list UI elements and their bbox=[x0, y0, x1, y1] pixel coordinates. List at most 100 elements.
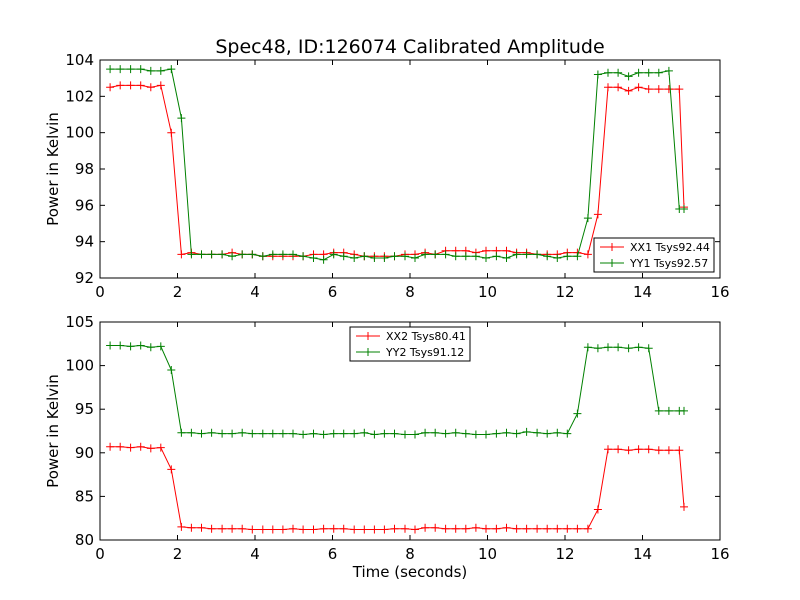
legend-entry: XX2 Tsys80.41 bbox=[386, 330, 466, 343]
data-point bbox=[482, 524, 490, 533]
data-point bbox=[146, 343, 155, 352]
data-point bbox=[675, 446, 684, 455]
data-point bbox=[573, 524, 582, 533]
data-point bbox=[482, 254, 490, 262]
data-point bbox=[309, 254, 318, 262]
data-point bbox=[431, 250, 440, 259]
data-point bbox=[482, 430, 490, 439]
data-point bbox=[492, 252, 501, 261]
data-point bbox=[624, 344, 633, 353]
data-point bbox=[593, 70, 602, 79]
x-tick-label: 2 bbox=[173, 283, 183, 301]
legend-entry: XX1 Tsys92.44 bbox=[630, 241, 710, 254]
data-point bbox=[258, 525, 267, 534]
data-point bbox=[187, 428, 196, 437]
data-point bbox=[421, 523, 430, 532]
data-point bbox=[654, 446, 663, 455]
data-point bbox=[664, 66, 673, 75]
data-point bbox=[228, 252, 237, 261]
data-point bbox=[482, 246, 490, 255]
data-point bbox=[441, 429, 450, 438]
data-point bbox=[664, 446, 673, 455]
data-point bbox=[106, 341, 115, 350]
data-point bbox=[146, 83, 155, 92]
subplot-1: 0 2 4 6 8 10 12 14 16 92 94 96 98 100 102 104 Power in K… bbox=[44, 36, 730, 301]
data-point bbox=[289, 429, 297, 438]
x-tick-label: 10 bbox=[478, 283, 497, 301]
data-point bbox=[401, 430, 409, 439]
data-point bbox=[553, 428, 562, 437]
x-tick-label: 4 bbox=[250, 545, 260, 563]
data-point bbox=[156, 443, 165, 452]
chart-title: Spec48, ID:126074 Calibrated Amplitude bbox=[215, 36, 604, 58]
x-tick-label: 12 bbox=[555, 545, 574, 563]
y-tick-label: 100 bbox=[65, 357, 94, 375]
data-point bbox=[553, 524, 562, 533]
x-tick-label: 0 bbox=[95, 283, 105, 301]
data-point bbox=[543, 524, 552, 533]
y-tick-label: 102 bbox=[65, 87, 94, 105]
y-tick-label: 104 bbox=[65, 51, 94, 69]
data-point bbox=[390, 252, 399, 261]
data-point bbox=[654, 85, 663, 94]
data-point bbox=[431, 428, 440, 437]
data-point bbox=[197, 523, 206, 532]
data-point bbox=[116, 81, 125, 90]
data-point bbox=[624, 72, 633, 81]
data-point bbox=[278, 525, 287, 534]
data-point bbox=[207, 524, 216, 533]
data-point bbox=[309, 525, 318, 534]
data-point bbox=[106, 65, 115, 74]
data-point bbox=[228, 429, 237, 438]
data-point bbox=[533, 428, 542, 437]
data-point bbox=[421, 428, 430, 437]
data-point bbox=[634, 445, 643, 454]
series-xx2 bbox=[106, 442, 688, 534]
data-point bbox=[350, 525, 359, 534]
data-point bbox=[502, 523, 511, 532]
x-tick-label: 12 bbox=[555, 283, 574, 301]
x-tick-label: 14 bbox=[633, 545, 652, 563]
data-point bbox=[197, 429, 206, 438]
data-point bbox=[228, 524, 237, 533]
data-point bbox=[380, 429, 389, 438]
x-axis-label: Time (seconds) bbox=[352, 563, 468, 581]
legend: XX1 Tsys92.44 YY1 Tsys92.57 bbox=[593, 237, 715, 273]
data-point bbox=[502, 428, 511, 437]
data-point bbox=[593, 505, 602, 514]
data-point bbox=[563, 429, 572, 438]
data-point bbox=[604, 343, 612, 352]
data-point bbox=[411, 254, 419, 262]
y-tick-label: 85 bbox=[75, 487, 94, 505]
x-tick-label: 6 bbox=[328, 283, 338, 301]
data-point bbox=[492, 524, 501, 533]
data-point bbox=[441, 524, 450, 533]
data-point bbox=[299, 525, 308, 534]
data-point bbox=[461, 524, 470, 533]
data-point bbox=[522, 427, 531, 436]
y-tick-label: 92 bbox=[75, 269, 94, 287]
y-tick-label: 100 bbox=[65, 124, 94, 142]
data-point bbox=[299, 252, 308, 261]
series-line bbox=[110, 84, 685, 257]
series-yy1 bbox=[106, 65, 688, 264]
data-point bbox=[654, 406, 663, 415]
data-point bbox=[680, 406, 688, 415]
data-point bbox=[390, 524, 399, 533]
data-point bbox=[197, 250, 206, 259]
data-point bbox=[339, 252, 348, 261]
data-point bbox=[563, 524, 572, 533]
data-point bbox=[543, 252, 552, 261]
data-point bbox=[319, 524, 328, 533]
data-point bbox=[136, 65, 145, 74]
data-point bbox=[451, 252, 460, 261]
data-point bbox=[156, 342, 165, 351]
data-point bbox=[350, 429, 359, 438]
data-point bbox=[624, 86, 633, 95]
data-point bbox=[146, 66, 155, 75]
legend: XX2 Tsys80.41 YY2 Tsys91.12 bbox=[349, 326, 471, 362]
data-point bbox=[441, 250, 450, 259]
data-point bbox=[563, 252, 572, 261]
data-point bbox=[360, 252, 369, 261]
